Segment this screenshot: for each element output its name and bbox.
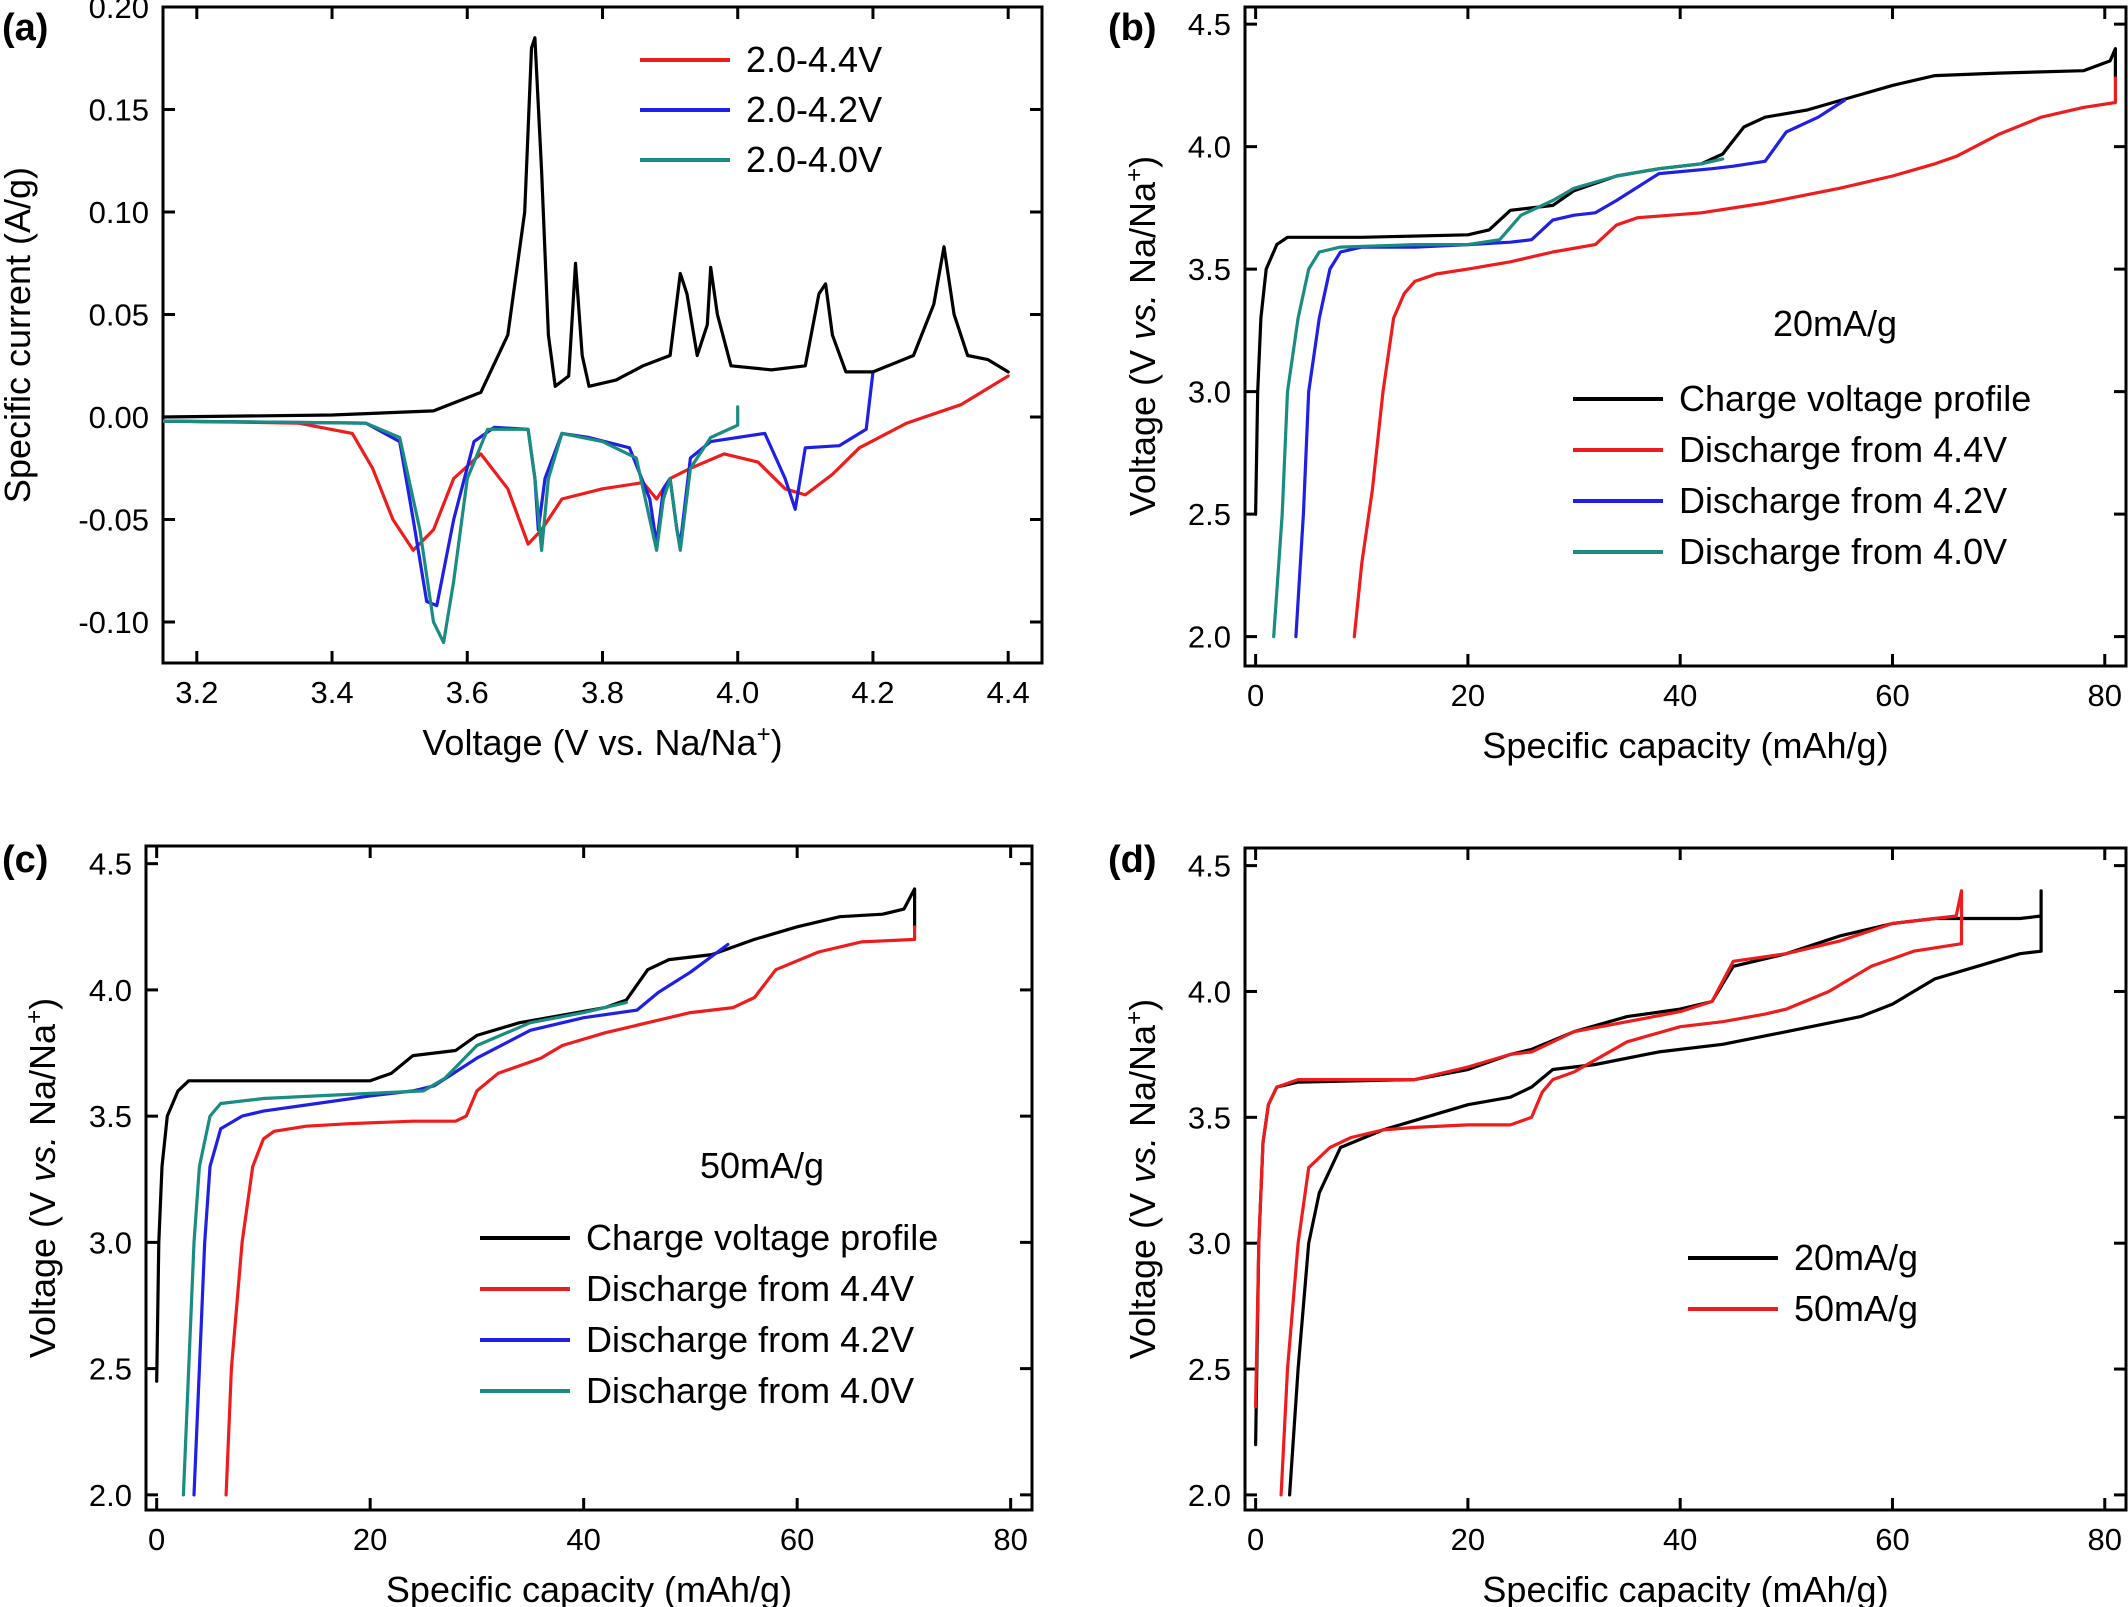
x-tick-label: 0 — [148, 1522, 165, 1557]
y-tick-label: 3.0 — [1188, 375, 1231, 410]
x-tick-label: 80 — [993, 1522, 1027, 1557]
legend-label: Discharge from 4.0V — [1679, 531, 2007, 572]
legend-label: Discharge from 4.2V — [1679, 480, 2007, 521]
plot-frame — [1243, 846, 2128, 1512]
x-axis-label: Specific capacity (mAh/g) — [386, 1569, 792, 1607]
y-tick-label: 0.10 — [89, 195, 149, 230]
panel-b: 0 20 40 60 80 2.0 2.5 3.0 3.5 4.0 4.5 (b) Specific c… — [1108, 5, 2128, 766]
series-line-discharge-from-4-4v — [224, 925, 917, 1497]
y-tick-label: -0.05 — [78, 503, 149, 538]
series-line-2-0-4-2v — [163, 370, 875, 608]
y-tick-label: 4.0 — [1188, 130, 1231, 165]
x-tick-label: 0 — [1247, 1522, 1264, 1557]
y-tick-label: 4.0 — [1188, 974, 1231, 1009]
y-tick-label: 0.20 — [89, 0, 149, 25]
y-tick-label: 4.0 — [89, 973, 132, 1008]
y-tick-label: 3.0 — [1188, 1226, 1231, 1261]
series-line-unlabeled — [163, 36, 1010, 419]
x-tick-label: 0 — [1247, 678, 1264, 713]
y-tick-label: 2.0 — [89, 1478, 132, 1513]
y-tick-label: 3.5 — [1188, 1100, 1231, 1135]
legend-label: Charge voltage profile — [1679, 378, 2031, 419]
y-tick-label: 3.5 — [1188, 252, 1231, 287]
legend-label: Discharge from 4.4V — [586, 1268, 914, 1309]
x-axis-label: Voltage (V vs. Na/Na+) — [422, 721, 782, 764]
y-axis-label: Voltage (V vs. Na/Na+) — [21, 998, 64, 1358]
x-tick-label: 40 — [566, 1522, 600, 1557]
legend-label: 2.0-4.4V — [746, 39, 882, 80]
y-tick-label: 2.5 — [1188, 1352, 1231, 1387]
x-tick-label: 40 — [1663, 1522, 1697, 1557]
x-tick-label: 3.4 — [310, 675, 353, 710]
series-line-discharge-from-4-0v — [181, 1000, 628, 1497]
y-axis-label: Voltage (V vs. Na/Na+) — [1121, 156, 1164, 516]
x-tick-label: 20 — [353, 1522, 387, 1557]
x-tick-label: 3.8 — [581, 675, 624, 710]
series-line-charge-voltage-profile — [155, 887, 917, 1383]
legend-label: 2.0-4.2V — [746, 89, 882, 130]
y-tick-label: 0.15 — [89, 93, 149, 128]
series-line-50ma-g — [1254, 889, 1964, 1497]
legend-label: 50mA/g — [1794, 1288, 1918, 1329]
y-tick-label: 4.5 — [89, 847, 132, 882]
y-tick-label: 2.5 — [89, 1352, 132, 1387]
y-tick-label: 4.5 — [1188, 7, 1231, 42]
y-axis-label: Specific current (A/g) — [0, 167, 38, 503]
y-tick-label: 3.0 — [89, 1225, 132, 1260]
x-tick-label: 3.2 — [175, 675, 218, 710]
legend-label: 20mA/g — [1794, 1237, 1918, 1278]
y-tick-label: 4.5 — [1188, 849, 1231, 884]
y-tick-label: 3.5 — [89, 1099, 132, 1134]
rate-annotation: 50mA/g — [700, 1145, 824, 1186]
series-line-20ma-g — [1254, 889, 2043, 1497]
rate-annotation: 20mA/g — [1773, 303, 1897, 344]
x-tick-label: 60 — [1875, 678, 1909, 713]
y-tick-label: 2.5 — [1188, 497, 1231, 532]
x-tick-label: 20 — [1451, 678, 1485, 713]
y-tick-label: 2.0 — [1188, 1478, 1231, 1513]
panel-d: 0 20 40 60 80 2.0 2.5 3.0 3.5 4.0 4.5 (d) Specific c… — [1108, 839, 2128, 1607]
panel-label: (c) — [2, 839, 48, 881]
series-line-2-0-4-0v — [163, 405, 740, 645]
x-tick-label: 3.6 — [446, 675, 489, 710]
plot-frame — [1243, 5, 2128, 668]
x-tick-label: 80 — [2088, 678, 2122, 713]
plot-frame — [161, 5, 1044, 665]
x-tick-label: 4.2 — [851, 675, 894, 710]
series-line-2-0-4-4v — [163, 374, 1010, 552]
panel-label: (a) — [2, 7, 48, 49]
plot-frame — [144, 844, 1034, 1512]
y-tick-label: 0.05 — [89, 298, 149, 333]
series-line-discharge-from-4-2v — [1294, 98, 1847, 639]
x-tick-label: 40 — [1663, 678, 1697, 713]
legend-label: Discharge from 4.2V — [586, 1319, 914, 1360]
legend-label: Discharge from 4.4V — [1679, 429, 2007, 470]
x-tick-label: 4.4 — [987, 675, 1030, 710]
legend-label: 2.0-4.0V — [746, 139, 882, 180]
x-tick-label: 4.0 — [716, 675, 759, 710]
panel-c: 0 20 40 60 80 2.0 2.5 3.0 3.5 4.0 4.5 (c) Specific c… — [2, 839, 1034, 1607]
x-axis-label: Specific capacity (mAh/g) — [1482, 725, 1888, 766]
series-line-discharge-from-4-4v — [1352, 76, 2117, 639]
x-tick-label: 60 — [780, 1522, 814, 1557]
series-line-discharge-from-4-0v — [1272, 157, 1725, 639]
panel-label: (d) — [1108, 839, 1157, 881]
legend-label: Charge voltage profile — [586, 1217, 938, 1258]
x-tick-label: 20 — [1451, 1522, 1485, 1557]
y-tick-label: 0.00 — [89, 400, 149, 435]
x-axis-label: Specific capacity (mAh/g) — [1482, 1569, 1888, 1607]
y-tick-label: -0.10 — [78, 605, 149, 640]
y-tick-label: 2.0 — [1188, 620, 1231, 655]
legend-label: Discharge from 4.0V — [586, 1370, 914, 1411]
y-axis-label: Voltage (V vs. Na/Na+) — [1121, 999, 1164, 1359]
x-tick-label: 80 — [2088, 1522, 2122, 1557]
x-tick-label: 60 — [1875, 1522, 1909, 1557]
panel-label: (b) — [1108, 7, 1157, 49]
panel-a: 3.2 3.4 3.6 3.8 4.0 4.2 4.4 -0.10 -0.05 0.00 0.05 0… — [0, 0, 1044, 764]
